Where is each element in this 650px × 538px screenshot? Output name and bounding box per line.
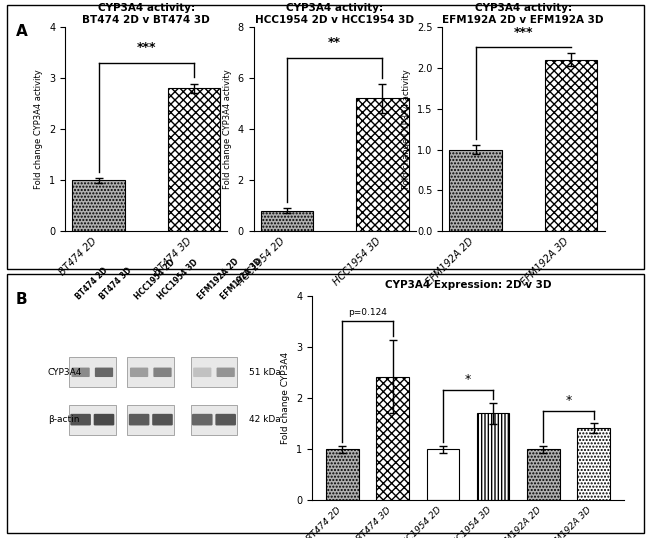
Text: B: B — [16, 293, 28, 307]
FancyBboxPatch shape — [153, 367, 172, 377]
Bar — [449, 150, 502, 231]
Text: EFM192A 3D: EFM192A 3D — [219, 257, 264, 301]
Y-axis label: Fold change CYP3A4 activity: Fold change CYP3A4 activity — [34, 69, 44, 189]
Bar — [527, 449, 560, 500]
FancyBboxPatch shape — [216, 367, 235, 377]
FancyBboxPatch shape — [94, 414, 114, 426]
Title: CYP3A4 activity:
EFM192A 2D v EFM192A 3D: CYP3A4 activity: EFM192A 2D v EFM192A 3D — [443, 3, 604, 25]
FancyBboxPatch shape — [215, 414, 236, 426]
FancyBboxPatch shape — [152, 414, 173, 426]
Title: CYP3A4 activity:
HCC1954 2D v HCC1954 3D: CYP3A4 activity: HCC1954 2D v HCC1954 3D — [255, 3, 414, 25]
Bar — [477, 413, 510, 500]
Text: EFM192A 2D: EFM192A 2D — [196, 257, 240, 301]
FancyBboxPatch shape — [130, 367, 148, 377]
Text: 51 kDa: 51 kDa — [249, 368, 281, 377]
Text: *: * — [465, 373, 471, 386]
Bar — [190, 357, 237, 387]
Text: HCC1954 3D: HCC1954 3D — [156, 258, 200, 301]
Bar — [190, 405, 237, 435]
Bar — [69, 357, 116, 387]
Text: HCC1954 2D: HCC1954 2D — [133, 258, 177, 301]
Bar — [426, 449, 459, 500]
Text: CYP3A4: CYP3A4 — [48, 368, 82, 377]
Bar — [72, 180, 125, 231]
Bar — [376, 377, 409, 500]
Text: *: * — [566, 394, 571, 407]
Bar — [545, 60, 597, 231]
Title: CYP3A4 activity:
BT474 2D v BT474 3D: CYP3A4 activity: BT474 2D v BT474 3D — [83, 3, 210, 25]
FancyBboxPatch shape — [95, 367, 113, 377]
FancyBboxPatch shape — [192, 414, 213, 426]
Bar — [261, 211, 313, 231]
Bar — [69, 405, 116, 435]
Text: BT474 2D: BT474 2D — [74, 266, 110, 301]
Text: **: ** — [328, 37, 341, 49]
Text: ***: *** — [136, 41, 156, 54]
FancyBboxPatch shape — [129, 414, 150, 426]
FancyBboxPatch shape — [70, 414, 91, 426]
Bar — [168, 88, 220, 231]
Y-axis label: Fold change CYP3A4 activity: Fold change CYP3A4 activity — [402, 69, 411, 189]
Bar — [127, 357, 174, 387]
Bar — [326, 449, 359, 500]
FancyBboxPatch shape — [193, 367, 211, 377]
Y-axis label: Fold change CYP3A4: Fold change CYP3A4 — [281, 352, 291, 444]
Text: ***: *** — [514, 26, 533, 39]
Bar — [356, 98, 409, 231]
Text: p=0.124: p=0.124 — [348, 308, 387, 317]
Text: 42 kDa: 42 kDa — [249, 415, 281, 424]
Text: A: A — [16, 24, 28, 39]
Bar — [577, 428, 610, 500]
FancyBboxPatch shape — [72, 367, 90, 377]
Text: β-actin: β-actin — [48, 415, 79, 424]
Text: BT474 3D: BT474 3D — [98, 266, 133, 301]
Bar — [127, 405, 174, 435]
Y-axis label: Fold change CYP3A4 activity: Fold change CYP3A4 activity — [223, 69, 232, 189]
Title: CYP3A4 Expression: 2D v 3D: CYP3A4 Expression: 2D v 3D — [385, 280, 551, 289]
